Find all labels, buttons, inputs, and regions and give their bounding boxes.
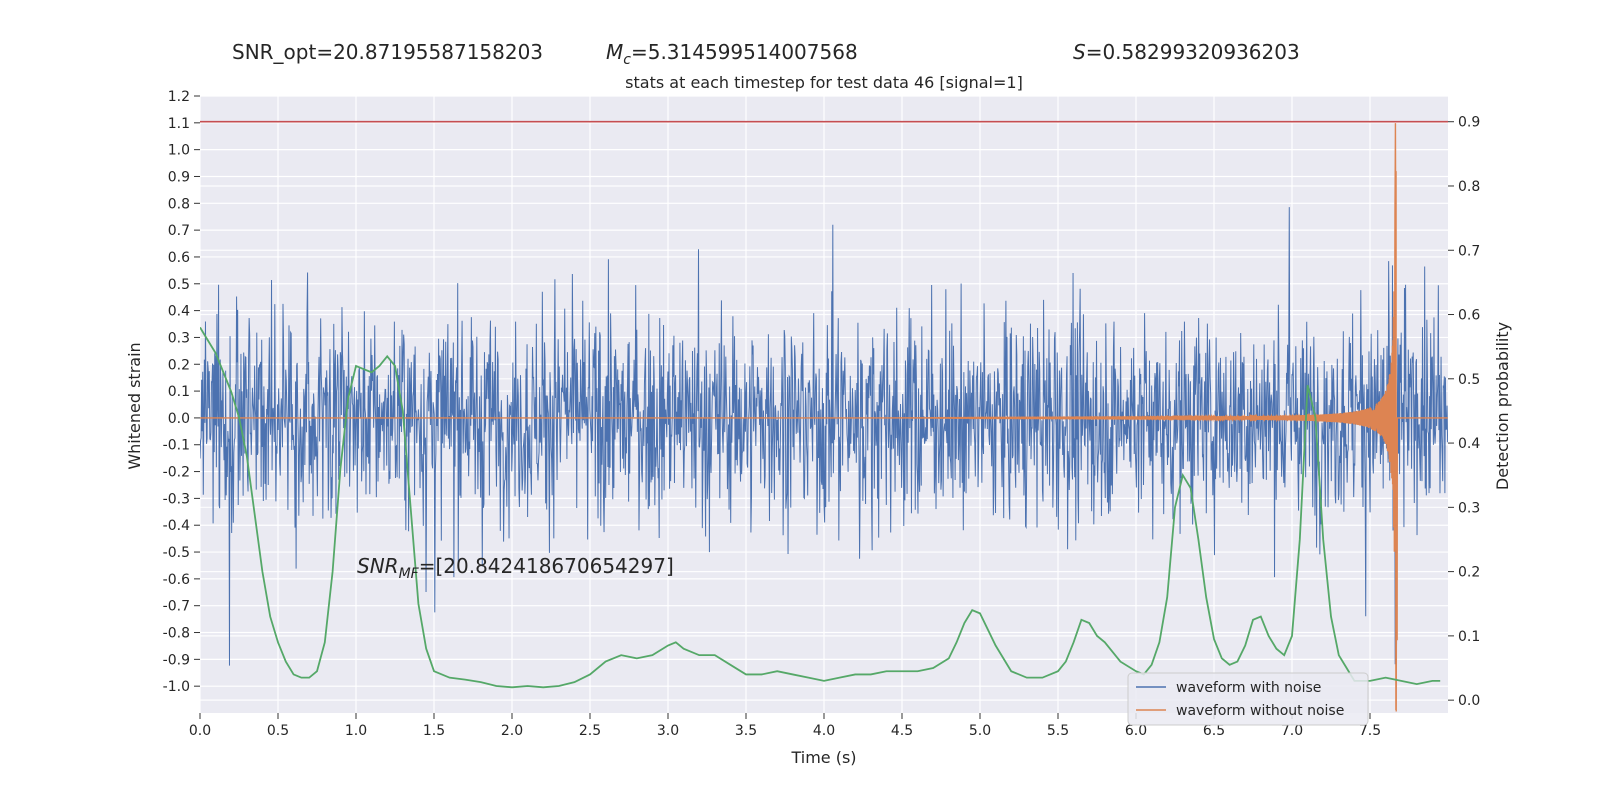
y-tick-label: -0.3 xyxy=(163,491,190,507)
x-tick-label: 0.5 xyxy=(267,723,289,739)
y-tick-label: -0.6 xyxy=(163,572,190,588)
chart-title: stats at each timestep for test data 46 … xyxy=(625,73,1023,92)
y-tick-label: -0.4 xyxy=(163,518,190,534)
chirp-mass-subscript: c xyxy=(623,52,631,68)
y2-tick-label: 0.8 xyxy=(1458,179,1480,195)
x-tick-label: 4.0 xyxy=(813,723,835,739)
snr-mf-symbol: SNR xyxy=(357,554,399,578)
x-tick-label: 4.5 xyxy=(891,723,913,739)
legend: waveform with noise waveform without noi… xyxy=(1127,672,1369,726)
chirp-mass-symbol: M xyxy=(606,40,623,64)
x-tick-label: 5.0 xyxy=(969,723,991,739)
snr-opt-label: SNR_opt=20.87195587158203 xyxy=(232,40,543,64)
y-tick-label: 0.2 xyxy=(168,357,190,373)
y-axis-label: Whitened strain xyxy=(125,342,144,469)
x-tick-label: 1.5 xyxy=(423,723,445,739)
y-axis-ticks: -1.0 -0.9 -0.8 -0.7 -0.6 -0.5 -0.4 -0.3 -0.2 -0.1… xyxy=(163,89,200,695)
y2-axis-label: Detection probability xyxy=(1493,322,1512,490)
y-tick-label: 0.9 xyxy=(168,169,190,185)
x-tick-label: 7.5 xyxy=(1359,723,1381,739)
y2-tick-label: 0.7 xyxy=(1458,243,1480,259)
detection-probability-line xyxy=(200,326,1441,689)
y-tick-label: 0.8 xyxy=(168,196,190,212)
chirp-mass-value: =5.314599514007568 xyxy=(631,40,858,64)
legend-label-clean: waveform without noise xyxy=(1176,703,1344,719)
x-tick-label: 0.0 xyxy=(189,723,211,739)
y-tick-label: 0.0 xyxy=(168,411,190,427)
spin-label: S=0.58299320936203 xyxy=(1073,40,1300,64)
legend-box xyxy=(1127,672,1369,726)
y2-tick-label: 0.2 xyxy=(1458,565,1480,581)
y-tick-label: -0.9 xyxy=(163,652,190,668)
snr-mf-annotation: SNRMF=[20.842418670654297] xyxy=(357,554,674,582)
x-tick-label: 3.0 xyxy=(657,723,679,739)
x-tick-label: 7.0 xyxy=(1281,723,1303,739)
x-axis-label: Time (s) xyxy=(790,748,856,767)
y-tick-label: -1.0 xyxy=(163,679,190,695)
x-tick-label: 2.5 xyxy=(579,723,601,739)
chirp-mass-label: Mc=5.314599514007568 xyxy=(606,40,858,68)
y2-tick-label: 0.5 xyxy=(1458,372,1480,388)
y-tick-label: 1.0 xyxy=(168,143,190,159)
y2-tick-label: 0.6 xyxy=(1458,308,1480,324)
y-tick-label: -0.1 xyxy=(163,438,190,454)
y-tick-label: -0.8 xyxy=(163,626,190,642)
waveform-with-noise-line xyxy=(200,207,1448,673)
snr-mf-subscript: MF xyxy=(399,566,420,582)
y-tick-label: 1.1 xyxy=(168,116,190,132)
y2-tick-label: 0.0 xyxy=(1458,693,1480,709)
x-tick-label: 5.5 xyxy=(1047,723,1069,739)
y-tick-label: -0.7 xyxy=(163,599,190,615)
snr-mf-value: =[20.842418670654297] xyxy=(419,554,674,578)
y2-tick-label: 0.4 xyxy=(1458,436,1480,452)
y2-tick-label: 0.3 xyxy=(1458,500,1480,516)
spin-symbol: S xyxy=(1073,40,1086,64)
x-tick-label: 6.5 xyxy=(1203,723,1225,739)
waveform-without-noise-line xyxy=(200,123,1448,712)
x-tick-label: 6.0 xyxy=(1125,723,1147,739)
y-tick-label: 0.5 xyxy=(168,277,190,293)
y-tick-label: 0.4 xyxy=(168,304,190,320)
x-tick-label: 3.5 xyxy=(735,723,757,739)
y-tick-label: 0.3 xyxy=(168,330,190,346)
x-axis-ticks: 0.0 0.5 1.0 1.5 2.0 2.5 3.0 3.5 4.0 4.5 5.0 5.5 6.0 6… xyxy=(189,713,1381,739)
y2-axis-ticks: 0.0 0.1 0.2 0.3 0.4 0.5 0.6 0.7 0.8 0.9 xyxy=(1448,115,1480,709)
y-tick-label: 1.2 xyxy=(168,89,190,105)
legend-label-noise: waveform with noise xyxy=(1176,680,1321,696)
x-tick-label: 1.0 xyxy=(345,723,367,739)
y-tick-label: 0.7 xyxy=(168,223,190,239)
y2-tick-label: 0.1 xyxy=(1458,629,1480,645)
y2-tick-label: 0.9 xyxy=(1458,115,1480,131)
y-tick-label: 0.6 xyxy=(168,250,190,266)
spin-value: =0.58299320936203 xyxy=(1086,40,1300,64)
x-tick-label: 2.0 xyxy=(501,723,523,739)
y-tick-label: 0.1 xyxy=(168,384,190,400)
y-tick-label: -0.5 xyxy=(163,545,190,561)
y-tick-label: -0.2 xyxy=(163,465,190,481)
